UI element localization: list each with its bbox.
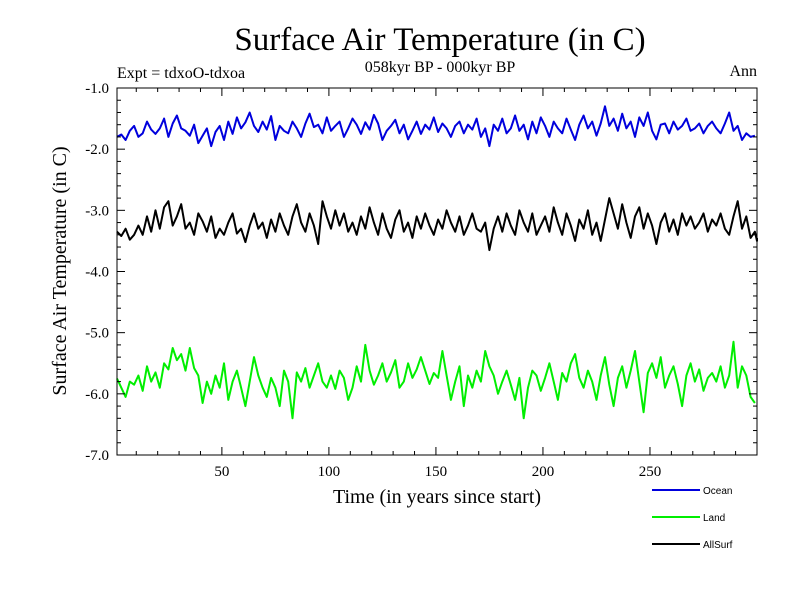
legend-label-ocean: Ocean [703, 486, 732, 497]
chart-title: Surface Air Temperature (in C) [234, 22, 645, 58]
series-line-allsurf [116, 197, 758, 252]
axes: 50 100 150 200 250 -7.0 -6.0 -5.0 -4.0 -3.0 -2.0 -1… [85, 81, 758, 480]
x-tick-label: 150 [425, 464, 448, 480]
x-tick-label: 50 [214, 464, 229, 480]
x-tick-label: 200 [532, 464, 555, 480]
legend: Ocean Land AllSurf [652, 486, 733, 551]
legend-label-allsurf: AllSurf [703, 540, 733, 551]
experiment-label: Expt = tdxoO-tdxoa [117, 65, 245, 82]
x-tick-label: 250 [639, 464, 662, 480]
x-tick-label: 100 [318, 464, 341, 480]
y-tick-label: -3.0 [85, 203, 109, 219]
legend-label-land: Land [703, 513, 725, 524]
series-line-land [116, 340, 756, 420]
y-tick-label: -5.0 [85, 326, 109, 342]
y-tick-label: -1.0 [85, 81, 109, 97]
series-line-ocean [116, 105, 756, 148]
y-tick-label: -4.0 [85, 265, 109, 281]
chart-subtitle: 058kyr BP - 000kyr BP [365, 59, 516, 76]
series-layer [116, 105, 758, 420]
y-tick-label: -6.0 [85, 387, 109, 403]
y-axis-label: Surface Air Temperature (in C) [49, 146, 71, 395]
y-tick-label: -7.0 [85, 448, 109, 464]
x-axis-label: Time (in years since start) [333, 486, 541, 508]
y-tick-label: -2.0 [85, 142, 109, 158]
season-label: Ann [729, 63, 757, 80]
